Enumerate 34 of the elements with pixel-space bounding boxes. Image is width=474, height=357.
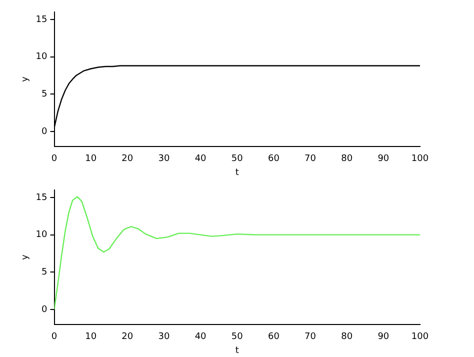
y-tick-label: 15 (36, 14, 48, 25)
y-tick-label: 15 (36, 192, 48, 203)
x-tick-label: 60 (268, 332, 280, 342)
y-tick-label: 5 (42, 267, 48, 278)
x-tick-label: 50 (231, 332, 244, 342)
x-tick-label: 30 (158, 154, 170, 164)
x-tick-label: 50 (231, 154, 244, 164)
x-tick-label: 20 (122, 332, 134, 342)
x-tick-label: 90 (378, 332, 390, 342)
x-axis-title: t (235, 346, 240, 356)
y-axis-title: y (20, 254, 31, 260)
x-tick-label: 70 (304, 154, 316, 164)
x-axis-title: t (235, 168, 240, 178)
y-tick-label: 10 (36, 52, 48, 62)
x-tick-label: 90 (378, 154, 390, 164)
x-tick-label: 80 (341, 332, 353, 342)
y-axis-title: y (20, 76, 31, 82)
x-tick-label: 10 (85, 154, 97, 164)
x-tick-label: 0 (51, 332, 58, 342)
x-tick-label: 20 (122, 154, 134, 164)
x-tick-label: 30 (158, 332, 170, 342)
y-tick-label: 0 (42, 304, 48, 315)
x-tick-label: 100 (411, 154, 429, 164)
y-tick-label: 0 (42, 126, 48, 137)
y-tick-label: 5 (42, 89, 48, 100)
x-tick-label: 40 (194, 154, 207, 164)
y-tick-label: 10 (36, 230, 48, 240)
x-tick-label: 70 (304, 332, 316, 342)
x-tick-label: 60 (268, 154, 280, 164)
x-tick-label: 100 (411, 332, 429, 342)
x-tick-label: 0 (51, 154, 58, 164)
x-tick-label: 10 (85, 332, 97, 342)
x-tick-label: 80 (341, 154, 353, 164)
x-tick-label: 40 (194, 332, 207, 342)
